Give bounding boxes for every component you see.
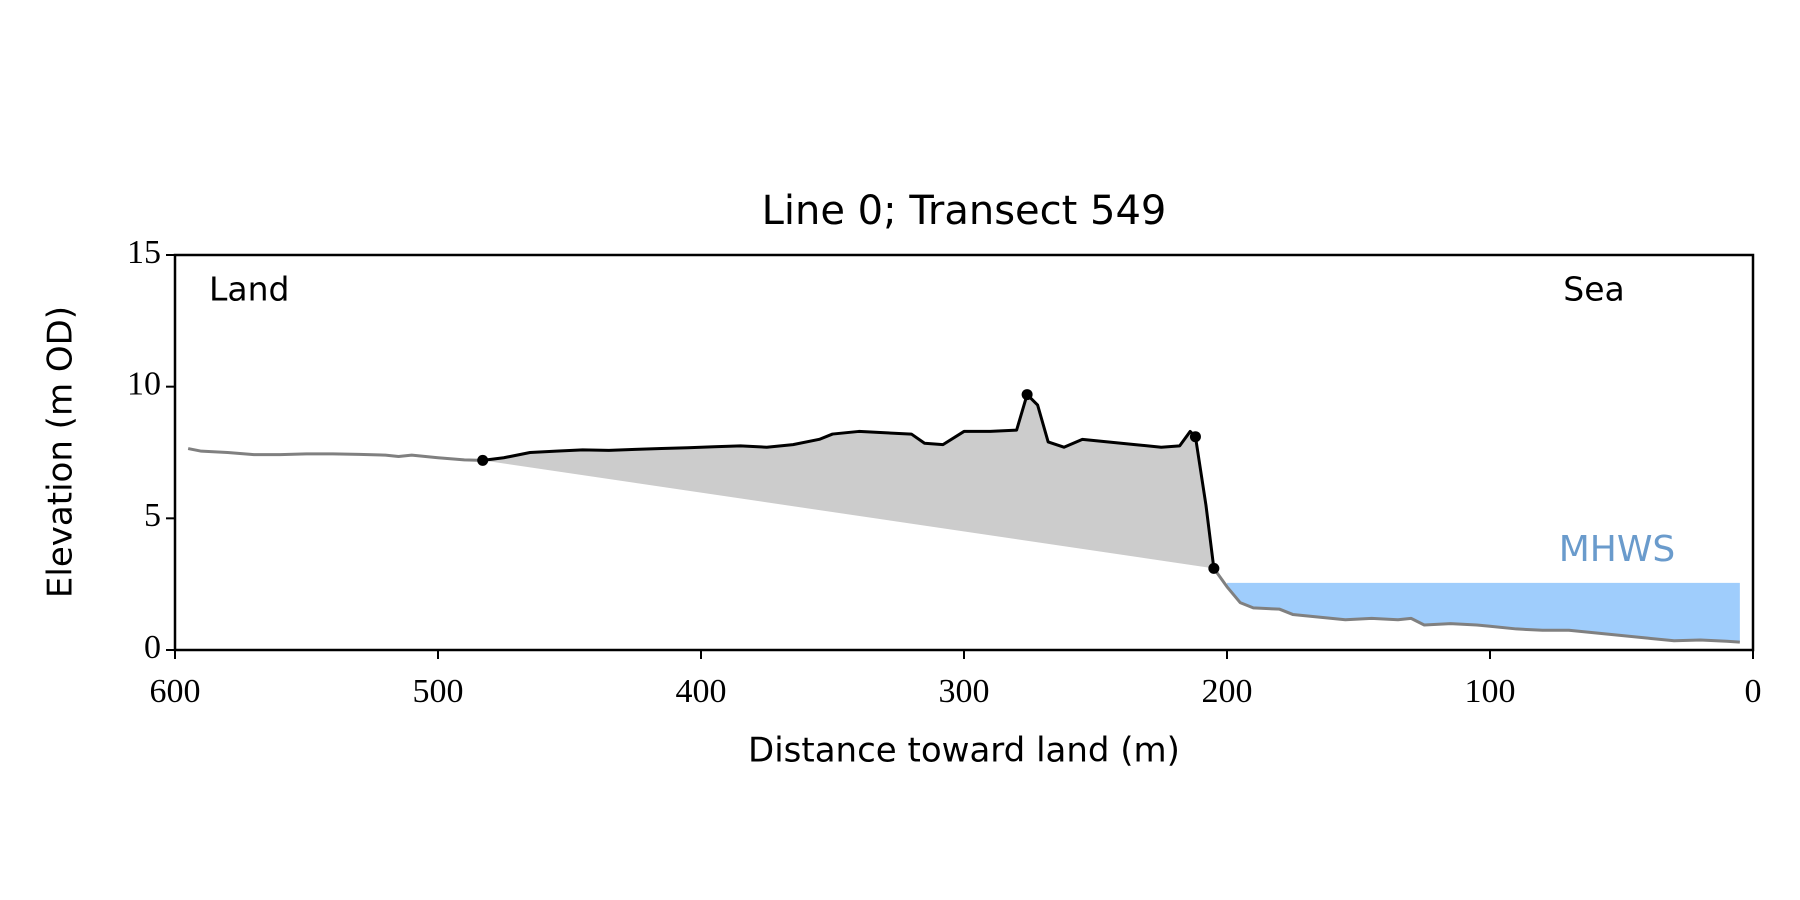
shaded-area [482,394,1214,569]
marker [1021,389,1033,401]
x-tick-label: 0 [1745,673,1762,710]
y-tick-label: 5 [144,497,161,534]
y-tick-label: 10 [127,365,161,402]
x-tick-label: 100 [1465,673,1516,710]
profile-line [187,447,1740,644]
chart-title: Line 0; Transect 549 [762,188,1167,234]
land-annotation: Land [209,270,289,309]
profile-line [482,393,1216,569]
x-tick-label: 200 [1202,673,1253,710]
mhws-label: MHWS [1559,529,1676,570]
marker [1189,431,1201,443]
y-axis-label: Elevation (m OD) [41,306,81,598]
y-tick-label: 0 [144,629,161,666]
marker [477,454,489,466]
x-tick-label: 300 [939,673,990,710]
x-tick-label: 400 [676,673,727,710]
x-tick-label: 500 [413,673,464,710]
x-axis-label: Distance toward land (m) [748,731,1180,771]
x-tick-label: 600 [150,673,201,710]
y-tick-label: 15 [127,234,161,271]
marker [1208,562,1220,574]
sea-annotation: Sea [1563,270,1624,309]
mhws-band [1227,582,1740,643]
